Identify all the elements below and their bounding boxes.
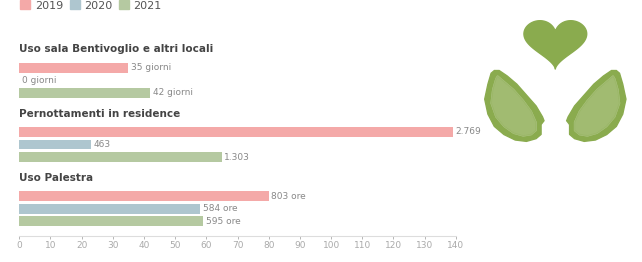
- Bar: [19, 152, 222, 162]
- Bar: [19, 63, 128, 73]
- Polygon shape: [524, 21, 587, 69]
- Polygon shape: [491, 76, 536, 136]
- Bar: [19, 127, 453, 137]
- Polygon shape: [575, 76, 620, 136]
- Bar: [19, 204, 200, 214]
- Text: Uso Palestra: Uso Palestra: [19, 173, 93, 183]
- Text: 2.769: 2.769: [455, 127, 481, 137]
- Text: 595 ore: 595 ore: [205, 217, 241, 226]
- Text: Uso sala Bentivoglio e altri locali: Uso sala Bentivoglio e altri locali: [19, 44, 214, 54]
- Bar: [19, 191, 269, 201]
- Text: Pernottamenti in residence: Pernottamenti in residence: [19, 108, 180, 119]
- Bar: [19, 88, 150, 98]
- Text: 35 giorni: 35 giorni: [131, 63, 171, 72]
- Polygon shape: [491, 76, 536, 136]
- Polygon shape: [565, 70, 626, 141]
- Polygon shape: [485, 70, 546, 141]
- Polygon shape: [542, 114, 568, 140]
- Text: 584 ore: 584 ore: [203, 204, 238, 213]
- Bar: [19, 139, 91, 149]
- Text: 0 giorni: 0 giorni: [22, 76, 56, 85]
- Text: 803 ore: 803 ore: [271, 192, 306, 201]
- Text: 463: 463: [94, 140, 110, 149]
- Text: 42 giorni: 42 giorni: [153, 88, 193, 97]
- Polygon shape: [575, 76, 620, 136]
- Text: 1.303: 1.303: [225, 152, 250, 162]
- Bar: [19, 216, 204, 226]
- Legend: 2019, 2020, 2021: 2019, 2020, 2021: [21, 0, 162, 11]
